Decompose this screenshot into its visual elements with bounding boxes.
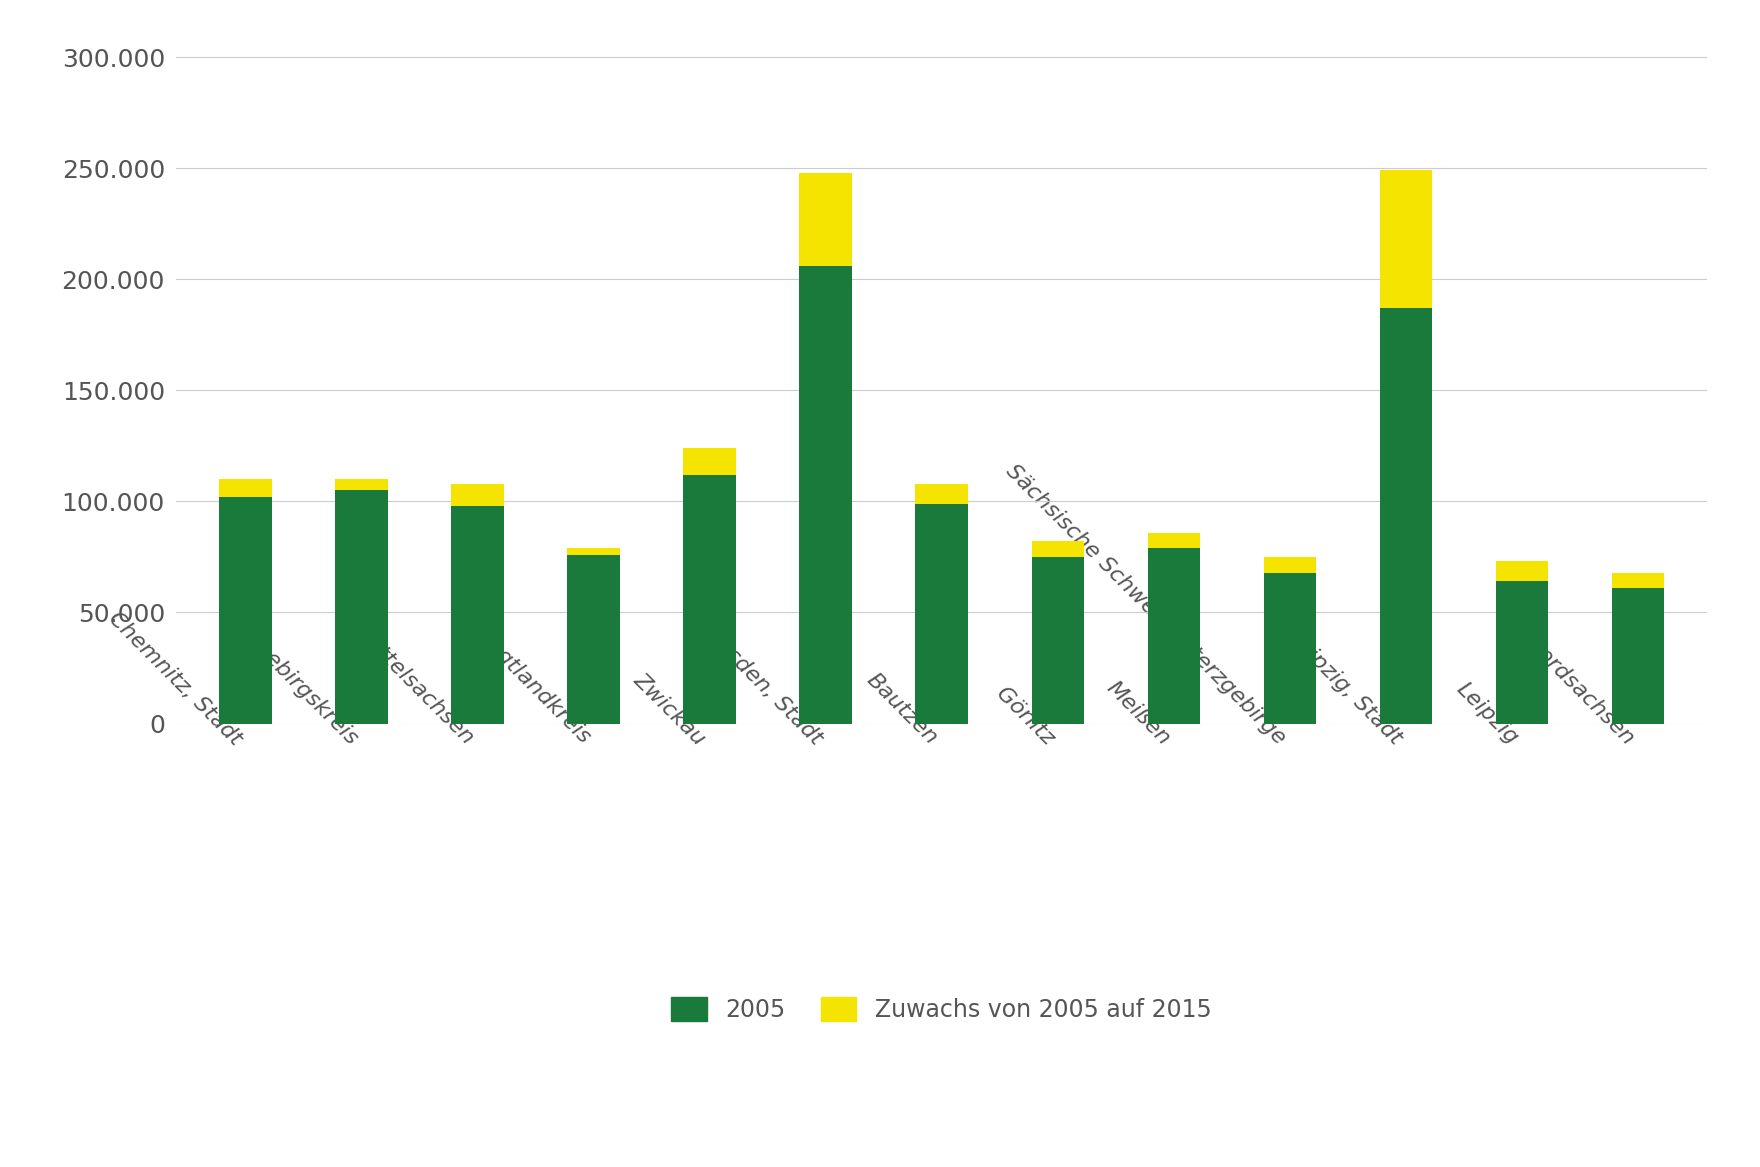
Bar	[683, 475, 736, 724]
Bar	[567, 548, 620, 554]
Bar	[1612, 573, 1663, 588]
Bar	[1148, 548, 1200, 724]
Bar	[336, 480, 387, 490]
Bar	[1031, 557, 1084, 724]
Bar	[451, 483, 503, 505]
Legend: 2005, Zuwachs von 2005 auf 2015: 2005, Zuwachs von 2005 auf 2015	[671, 997, 1213, 1021]
Bar	[1496, 561, 1547, 581]
Bar	[1148, 532, 1200, 548]
Bar	[1380, 308, 1433, 724]
Bar	[1264, 573, 1316, 724]
Bar	[220, 480, 271, 497]
Bar	[220, 497, 271, 724]
Bar	[336, 490, 387, 724]
Bar	[799, 266, 852, 724]
Bar	[567, 554, 620, 724]
Bar	[1380, 170, 1433, 308]
Bar	[915, 504, 968, 724]
Bar	[1031, 541, 1084, 557]
Bar	[915, 483, 968, 504]
Bar	[683, 448, 736, 475]
Bar	[1496, 581, 1547, 724]
Bar	[451, 505, 503, 724]
Bar	[1612, 588, 1663, 724]
Bar	[1264, 557, 1316, 573]
Bar	[799, 173, 852, 266]
